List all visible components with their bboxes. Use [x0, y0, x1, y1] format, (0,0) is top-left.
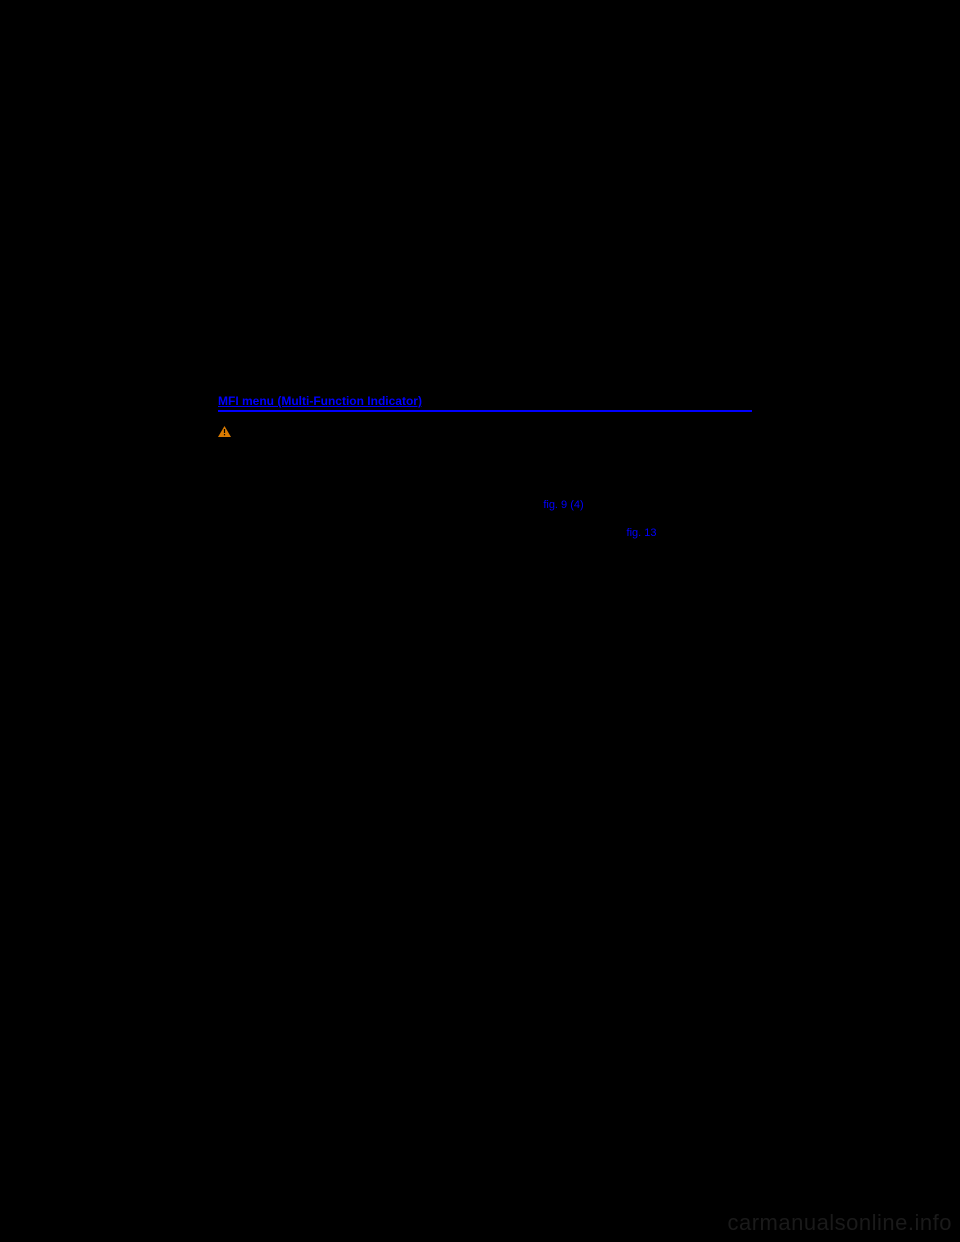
mfi-func-cell: Distance traveled in miles (km) since th…	[508, 1127, 752, 1161]
function-cell	[319, 298, 447, 349]
mfi-row: RangeApproximate distance in miles (km) …	[218, 893, 752, 971]
menu-cell: Vehicle status	[218, 298, 319, 349]
see-cell: Turn on or off. Driver Alert System (Res…	[447, 57, 752, 78]
mfi-name-cell: Eco tips	[218, 971, 508, 1079]
menu-row: Driver Alert SystemTurn on or off. Drive…	[218, 57, 752, 78]
mfi-row: Average consumptionAverage fuel consumpt…	[218, 662, 752, 785]
function-cell: Blind Spot Monitor	[319, 214, 447, 235]
mfi-name-cell: Current consumption	[218, 599, 508, 662]
mfi-func-cell: Average fuel consumption in miles per ga…	[508, 662, 752, 785]
see-cell: Turn on or off. Blind Spot Monitor with …	[447, 214, 752, 235]
menu-structure-table: UnitsSwitch units for temperature, fuel …	[218, 0, 752, 348]
mfi-name-cell: Convenience consumers	[218, 785, 508, 893]
menu-cell	[218, 164, 319, 215]
mfi-row: DistanceDistance traveled in miles (km) …	[218, 1127, 752, 1161]
fig-9-4-link[interactable]: fig. 9 (4)	[543, 499, 583, 511]
menu-cell: Telephone	[218, 256, 319, 277]
mfi-row: Current consumptionDisplay of current fu…	[218, 599, 752, 662]
menu-cell	[218, 0, 319, 36]
menu-cell	[218, 77, 319, 98]
see-cell: ⇒ Booklet Infotainment system	[447, 256, 752, 277]
menu-row: Assist systems Setting for the driver ass…	[218, 36, 752, 57]
menu-row: ACC (adaptive cruise control)The followi…	[218, 164, 752, 215]
mfi-func-cell: When Eco Tips are activated in the Setti…	[508, 971, 752, 1079]
menu-cell	[218, 98, 319, 163]
menu-row: Vehicle status Display of current warning…	[218, 298, 752, 349]
menu-row: UnitsSwitch units for temperature, fuel …	[218, 0, 752, 36]
see-cell: Switch units for temperature, fuel consu…	[447, 0, 752, 36]
see-cell: Display of current warning or informatio…	[447, 298, 752, 349]
mfi-name-cell: Range	[218, 893, 508, 971]
menu-row: Blind Spot MonitorTurn on or off. Blind …	[218, 214, 752, 235]
refback-line: Please first read and note the introduct…	[218, 426, 752, 438]
mfi-name-cell: Traveling time	[218, 1079, 508, 1128]
menu-cell	[218, 57, 319, 78]
mfi-func-cell: Display of current fuel consumption whil…	[508, 599, 752, 662]
mfi-header-a: MFI displays	[218, 570, 508, 599]
mfi-row: Eco tipsWhen Eco Tips are activated in t…	[218, 971, 752, 1079]
function-cell: ACC (adaptive cruise control)	[319, 164, 447, 215]
menu-row: Audio ⇒ Booklet Infotainment system	[218, 235, 752, 256]
para-3: Switch memories by pressing the OK butto…	[218, 526, 752, 558]
see-cell: Setting for the driver assistance system…	[447, 36, 752, 57]
menu-row: Front AssistTurn on or off. Area monitor…	[218, 98, 752, 163]
menu-cell: Audio	[218, 235, 319, 256]
para-2: The multi-function indicator (MFI) has 2…	[218, 482, 752, 514]
function-cell: Speed warning	[319, 77, 447, 98]
section-rule	[218, 410, 752, 412]
mfi-name-cell: Distance	[218, 1127, 508, 1161]
function-cell: Front Assist	[319, 98, 447, 163]
mfi-row: Traveling timeThis shows the length of t…	[218, 1079, 752, 1128]
function-cell	[319, 36, 447, 57]
menu-row: Speed warningTurn on or off. Speed warni…	[218, 77, 752, 98]
mfi-header-b: Function	[508, 570, 752, 599]
watermark: carmanualsonline.info	[727, 1210, 952, 1236]
function-cell: Units	[319, 0, 447, 36]
menu-cell: Navigation	[218, 277, 319, 298]
menu-row: Navigation ⇒ Booklet Infotainment system	[218, 277, 752, 298]
function-cell: Driver Alert System	[319, 57, 447, 78]
mfi-row: Convenience consumersA list of the conve…	[218, 785, 752, 893]
function-cell	[319, 256, 447, 277]
fig-13-link[interactable]: fig. 13	[627, 527, 657, 539]
mfi-func-cell: Approximate distance in miles (km) that …	[508, 893, 752, 971]
see-cell: Turn on or off. Speed warning	[447, 77, 752, 98]
warning-icon	[218, 426, 231, 437]
para-1: You can access several different display…	[218, 454, 752, 470]
ok-button-glyph: OK	[382, 527, 401, 539]
mfi-func-cell: This shows the length of time in hours (…	[508, 1079, 752, 1128]
function-cell	[319, 277, 447, 298]
function-cell	[319, 235, 447, 256]
see-cell: The following distance to be maintained …	[447, 164, 752, 215]
menu-cell: Assist systems	[218, 36, 319, 57]
mfi-displays-table: MFI displays Function Current consumptio…	[218, 570, 752, 1161]
section-title-link[interactable]: MFI menu (Multi-Function Indicator)	[218, 394, 752, 408]
menu-row: Telephone ⇒ Booklet Infotainment system	[218, 256, 752, 277]
refback-text: Please first read and note the introduct…	[237, 426, 629, 438]
mfi-name-cell: Average consumption	[218, 662, 508, 785]
see-cell: ⇒ Booklet Infotainment system	[447, 277, 752, 298]
see-cell: Turn on or off. Area monitoring system (…	[447, 98, 752, 163]
see-cell: ⇒ Booklet Infotainment system	[447, 235, 752, 256]
menu-cell	[218, 214, 319, 235]
mfi-func-cell: A list of the convenience features that …	[508, 785, 752, 893]
